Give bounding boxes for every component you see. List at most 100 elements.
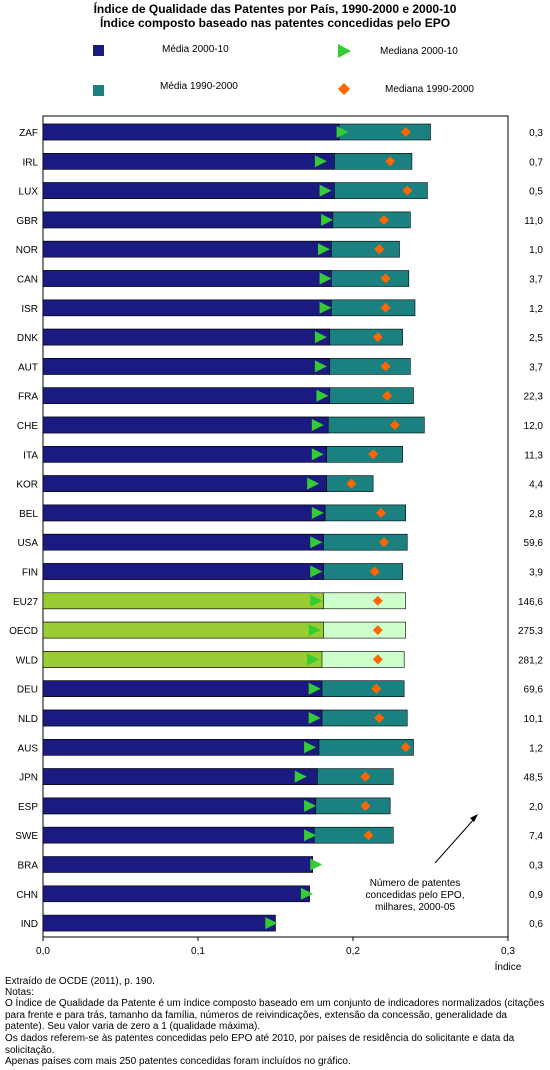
bar-mean-2000-10 xyxy=(42,856,314,873)
marker-median-1990-2000 xyxy=(375,507,386,518)
x-tick-label: 0,0 xyxy=(36,946,50,957)
x-axis-label: Índice xyxy=(495,960,522,973)
bar-mean-2000-10 xyxy=(42,504,326,522)
marker-median-2000-10 xyxy=(310,858,323,871)
legend-marker-median-2000-10 xyxy=(338,44,351,58)
bar-mean-2000-10 xyxy=(42,416,329,434)
legend-label-median-2000-10: Mediana 2000-10 xyxy=(380,46,458,57)
bar-mean-2000-10 xyxy=(42,709,323,727)
bar-mean-2000-10 xyxy=(42,270,332,287)
marker-median-1990-2000 xyxy=(369,566,380,577)
category-label: CHN xyxy=(16,890,38,901)
patent-count-label: 10,1 xyxy=(524,714,544,725)
patent-count-label: 275,3 xyxy=(518,626,543,637)
patent-count-label: 0,9 xyxy=(529,890,543,901)
patent-count-label: 59,6 xyxy=(524,538,544,549)
marker-median-2000-10 xyxy=(307,653,320,666)
marker-median-1990-2000 xyxy=(380,361,391,372)
bar-mean-2000-10 xyxy=(42,445,327,463)
callout-arrow-head xyxy=(470,814,478,822)
category-label: AUT xyxy=(18,362,38,373)
marker-median-1990-2000 xyxy=(400,742,411,753)
marker-median-1990-2000 xyxy=(379,537,389,548)
bar-mean-2000-10 xyxy=(42,299,332,317)
bar-mean-2000-10 xyxy=(42,592,324,610)
patent-count-label: 1,0 xyxy=(529,245,543,256)
bar-mean-2000-10 xyxy=(42,533,324,551)
category-label: ESP xyxy=(18,802,38,813)
marker-median-2000-10 xyxy=(310,536,323,549)
category-label: ZAF xyxy=(19,128,38,139)
bar-mean-2000-10 xyxy=(42,358,331,375)
bar-mean-2000-10 xyxy=(42,797,317,815)
patent-count-label: 11,0 xyxy=(524,216,543,227)
category-label: ISR xyxy=(21,304,38,315)
note-2: Os dados referem-se às patentes concedid… xyxy=(5,1033,515,1056)
bar-mean-2000-10 xyxy=(42,826,315,844)
bar-mean-2000-10 xyxy=(42,123,340,141)
patent-count-label: 69,6 xyxy=(524,685,544,696)
x-tick-label: 0,3 xyxy=(501,946,515,957)
bar-mean-2000-10 xyxy=(42,475,327,492)
bar-mean-2000-10 xyxy=(42,563,324,580)
marker-median-2000-10 xyxy=(319,301,332,314)
bar-mean-2000-10 xyxy=(42,768,318,785)
marker-median-1990-2000 xyxy=(360,771,371,782)
bar-mean-2000-10 xyxy=(42,387,331,405)
category-label: JPN xyxy=(19,773,38,784)
marker-median-2000-10 xyxy=(307,477,320,490)
marker-median-2000-10 xyxy=(304,829,317,842)
marker-median-2000-10 xyxy=(314,155,327,168)
marker-median-1990-2000 xyxy=(380,273,391,284)
marker-median-1990-2000 xyxy=(389,420,400,430)
marker-median-2000-10 xyxy=(336,126,349,138)
marker-median-2000-10 xyxy=(314,360,327,373)
bar-mean-2000-10 xyxy=(42,651,323,668)
marker-median-2000-10 xyxy=(300,887,313,900)
marker-median-1990-2000 xyxy=(368,449,379,460)
patent-count-label: 1,2 xyxy=(529,743,543,754)
bar-mean-2000-10 xyxy=(42,211,334,229)
patent-count-label: 48,5 xyxy=(524,773,544,784)
category-label: BRA xyxy=(17,861,38,872)
patent-count-label: 11,3 xyxy=(524,450,543,461)
patent-count-label: 0,7 xyxy=(529,157,543,168)
legend-swatch-mean-1990-2000 xyxy=(93,85,104,96)
marker-median-2000-10 xyxy=(304,741,317,754)
patent-count-label: 281,2 xyxy=(518,655,543,666)
patent-count-label: 2,0 xyxy=(529,802,543,813)
marker-median-2000-10 xyxy=(311,448,324,461)
category-label: SWE xyxy=(15,831,38,842)
chart-title: Índice de Qualidade das Patentes por Paí… xyxy=(93,2,457,16)
marker-median-2000-10 xyxy=(321,213,334,226)
category-label: KOR xyxy=(16,480,38,491)
patent-count-label: 1,2 xyxy=(529,304,543,315)
notes-heading: Notas: xyxy=(5,987,34,998)
marker-median-1990-2000 xyxy=(372,595,383,606)
marker-median-2000-10 xyxy=(310,594,323,607)
category-label: FIN xyxy=(22,568,38,579)
x-tick-label: 0,2 xyxy=(346,946,360,957)
marker-median-2000-10 xyxy=(310,565,323,578)
patent-count-label: 3,7 xyxy=(529,362,543,373)
marker-median-1990-2000 xyxy=(371,683,382,694)
patent-count-label: 12,0 xyxy=(524,421,544,432)
marker-median-2000-10 xyxy=(265,917,278,930)
patent-count-label: 4,4 xyxy=(529,480,543,491)
marker-median-2000-10 xyxy=(304,799,317,812)
marker-median-2000-10 xyxy=(308,624,321,637)
marker-median-1990-2000 xyxy=(360,800,371,811)
bar-mean-2000-10 xyxy=(42,153,335,170)
legend-label-median-1990-2000: Mediana 1990-2000 xyxy=(385,84,474,95)
legend-swatch-mean-2000-10 xyxy=(93,45,104,56)
legend-label-mean-2000-10: Média 2000-10 xyxy=(162,44,229,55)
category-label: LUX xyxy=(19,187,39,198)
marker-median-2000-10 xyxy=(308,682,321,695)
marker-median-1990-2000 xyxy=(385,156,396,167)
bar-mean-2000-10 xyxy=(42,738,320,756)
category-label: IRL xyxy=(22,157,38,168)
bar-mean-2000-10 xyxy=(42,885,310,903)
marker-median-1990-2000 xyxy=(402,185,413,196)
bar-mean-2000-10 xyxy=(42,621,324,639)
